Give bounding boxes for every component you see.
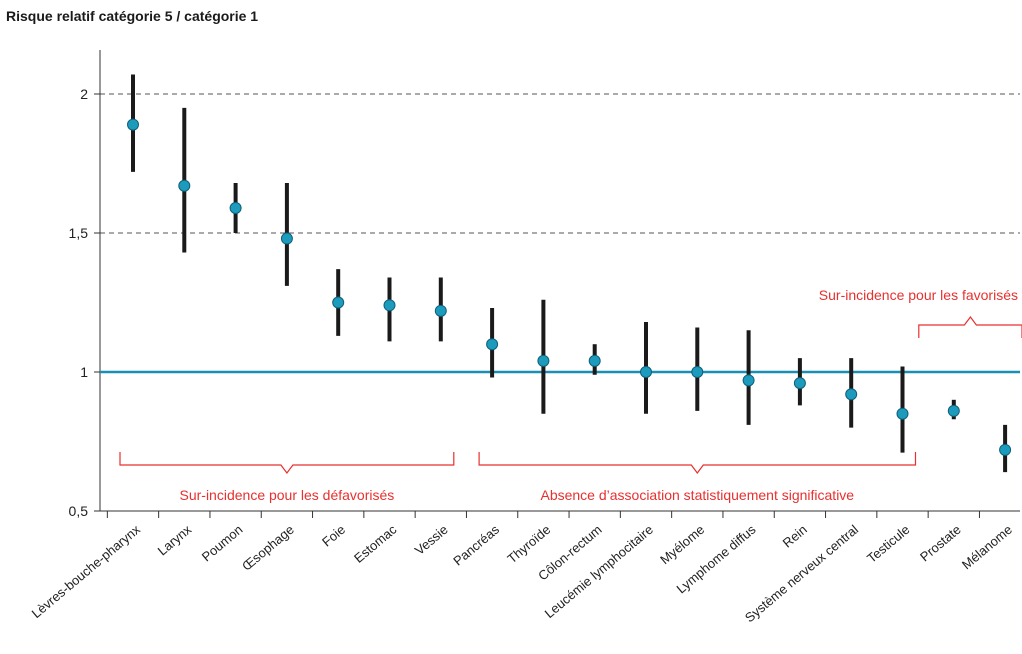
y-tick-label-2: 1,5 xyxy=(69,225,89,241)
annotation-label-2: Sur-incidence pour les favorisés xyxy=(819,287,1018,303)
annotation-label-1: Absence d’association statistiquement si… xyxy=(540,487,854,503)
data-point-7 xyxy=(486,338,499,351)
data-point-2 xyxy=(229,201,242,214)
data-point-17 xyxy=(999,443,1012,456)
annotation-bracket-2 xyxy=(918,316,1022,338)
x-tick-label-4: Foie xyxy=(319,522,348,550)
data-point-9 xyxy=(588,354,601,367)
data-point-1 xyxy=(178,179,191,192)
x-tick-label-3: Œsophage xyxy=(239,522,297,574)
x-tick-label-11: Myélome xyxy=(657,522,707,567)
x-tick-label-15: Testicule xyxy=(864,522,912,566)
x-tick-label-6: Vessie xyxy=(412,522,451,558)
x-tick-label-5: Estomac xyxy=(351,521,400,565)
x-tick-label-16: Prostate xyxy=(917,522,964,565)
data-point-10 xyxy=(640,366,652,378)
y-tick-label-3: 2 xyxy=(80,86,88,102)
x-tick-label-13: Rein xyxy=(780,522,810,551)
data-point-3 xyxy=(280,232,293,245)
x-tick-label-8: Thyroïde xyxy=(504,522,553,566)
y-tick-label-0: 0,5 xyxy=(69,503,89,519)
x-tick-label-0: Lèvres-bouche-pharynx xyxy=(29,521,144,621)
x-tick-label-2: Poumon xyxy=(199,522,246,565)
data-point-11 xyxy=(691,366,704,378)
data-point-12 xyxy=(742,374,755,387)
x-tick-label-7: Pancréas xyxy=(450,521,502,568)
data-point-16 xyxy=(947,404,960,417)
annotation-bracket-1 xyxy=(478,452,917,474)
y-tick-label-1: 1 xyxy=(80,364,88,380)
data-point-15 xyxy=(896,407,909,420)
data-point-14 xyxy=(845,388,858,401)
x-tick-label-1: Larynx xyxy=(155,521,195,558)
data-point-5 xyxy=(383,299,396,312)
x-tick-label-17: Mélanome xyxy=(959,522,1015,573)
data-point-13 xyxy=(793,377,806,390)
data-point-8 xyxy=(537,354,550,367)
data-point-6 xyxy=(434,304,447,317)
annotation-bracket-0 xyxy=(119,452,455,474)
data-point-4 xyxy=(332,296,345,309)
annotation-label-0: Sur-incidence pour les défavorisés xyxy=(180,487,395,503)
data-point-0 xyxy=(127,118,139,131)
chart-title: Risque relatif catégorie 5 / catégorie 1 xyxy=(6,8,259,24)
